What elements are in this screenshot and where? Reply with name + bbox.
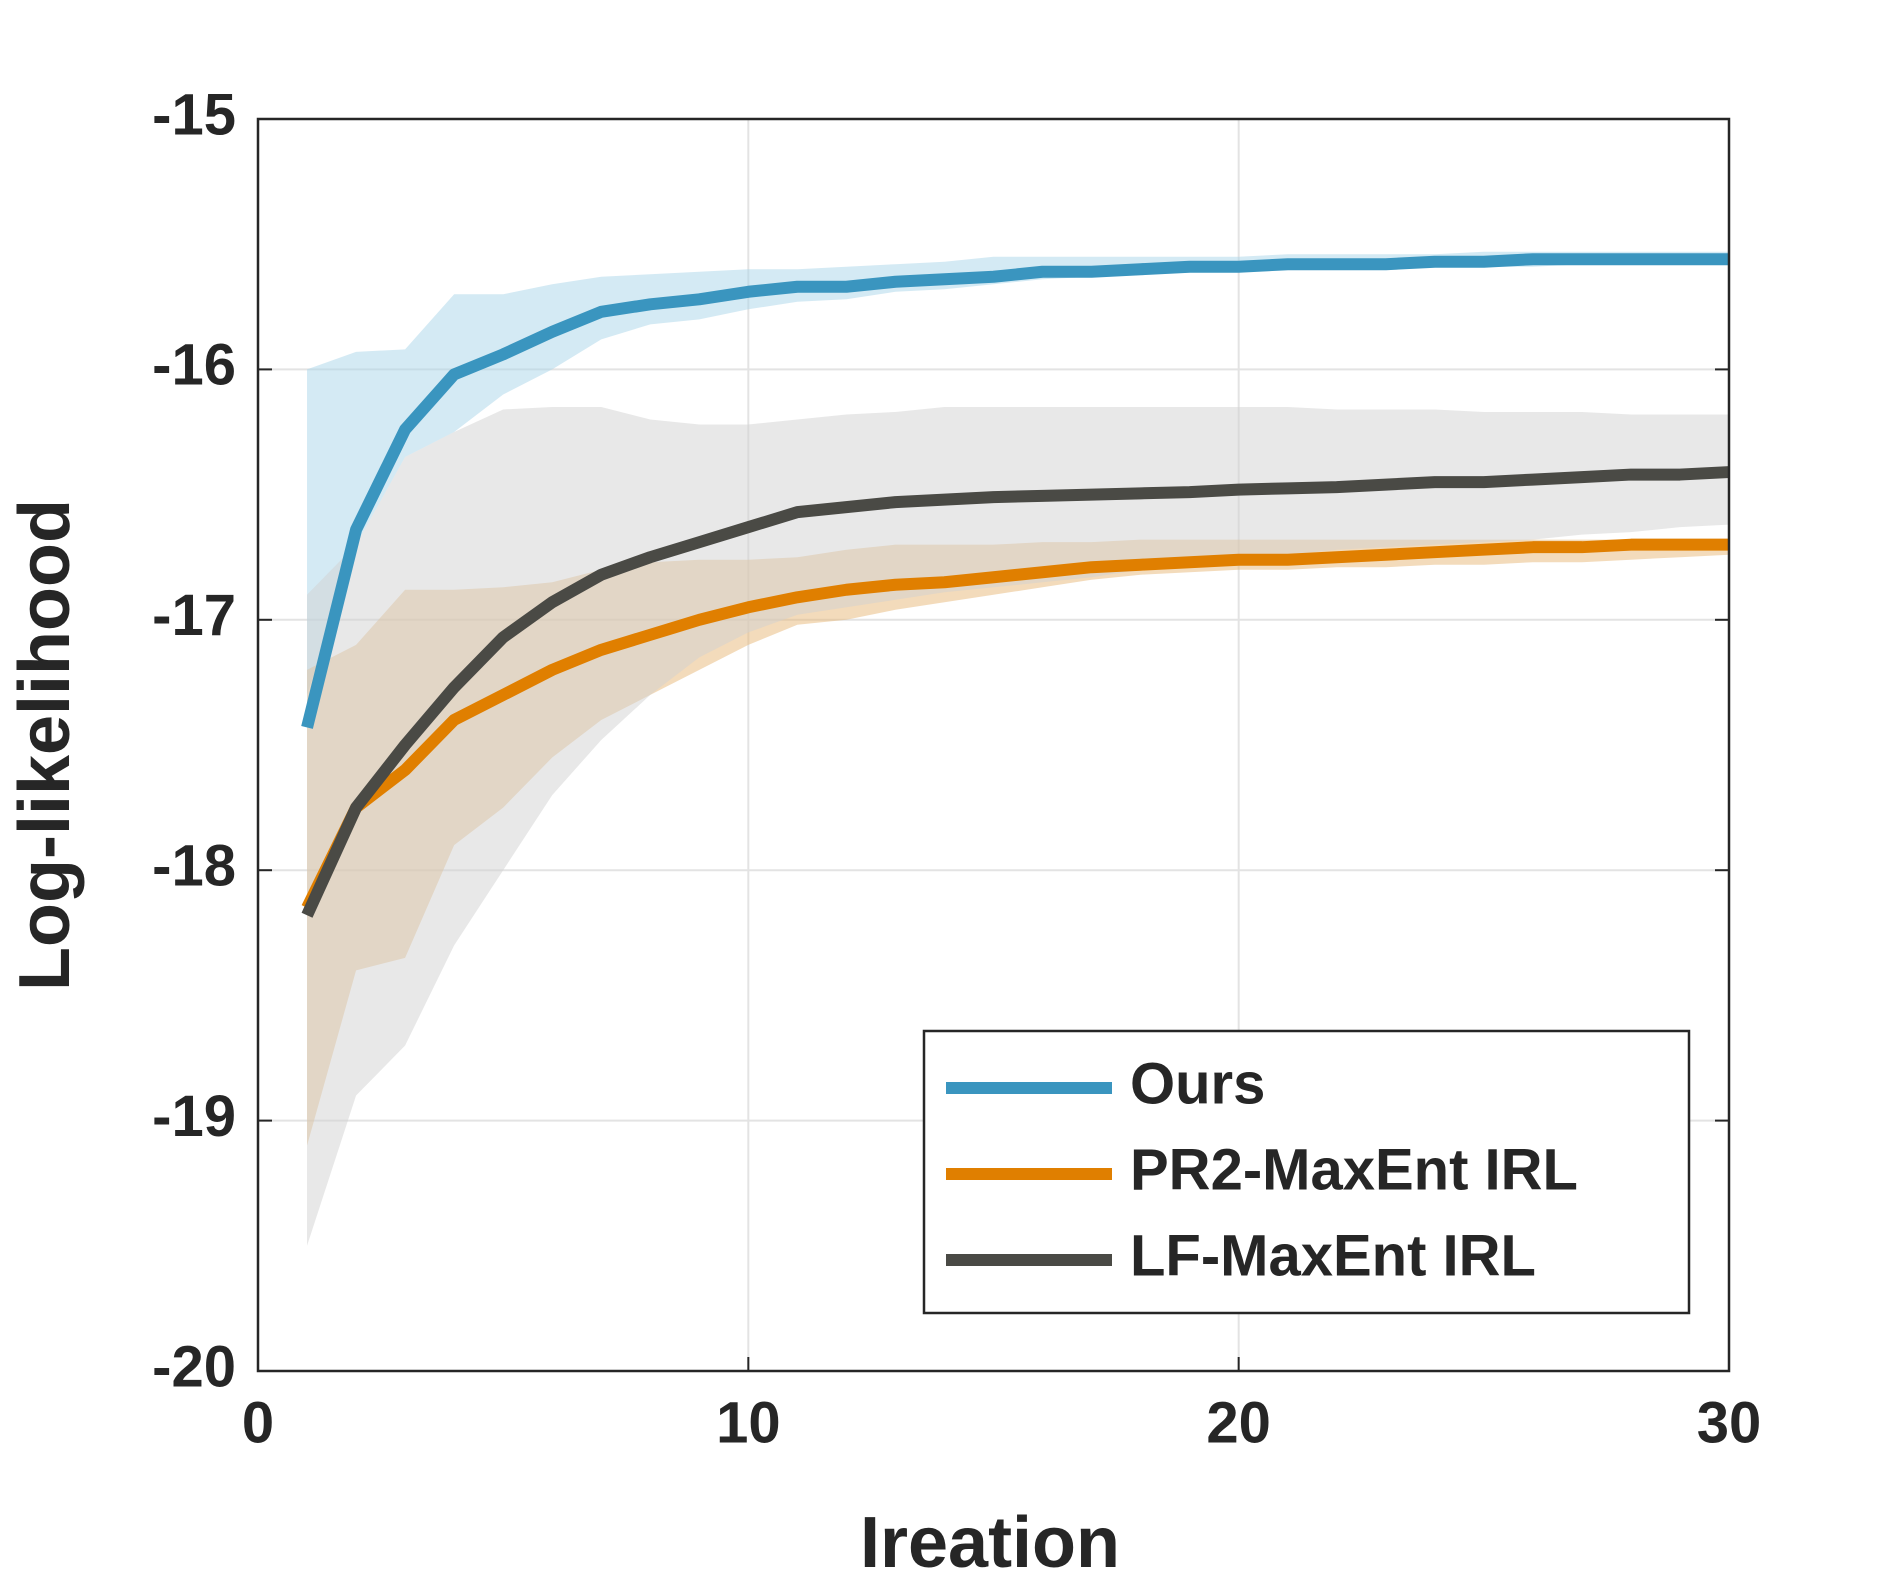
legend-label: LF-MaxEnt IRL [1130, 1223, 1536, 1288]
y-tick-label: -17 [152, 583, 236, 648]
series-line [301, 466, 1730, 918]
x-tick-label: 0 [242, 1390, 274, 1455]
y-tick-label: -16 [152, 333, 236, 398]
series-line [301, 538, 1729, 911]
y-axis-label: Log-likelihood [5, 499, 85, 991]
x-axis-label: Ireation [860, 1503, 1120, 1575]
series-line [301, 253, 1729, 729]
x-tick-label: 10 [716, 1390, 781, 1455]
band [307, 406, 1729, 1246]
y-tick-label: -15 [152, 82, 236, 147]
y-tick-label: -19 [152, 1084, 236, 1149]
legend-label: PR2-MaxEnt IRL [1130, 1137, 1578, 1202]
legend-label: Ours [1130, 1051, 1265, 1116]
x-tick-label: 20 [1206, 1390, 1271, 1455]
y-tick-label: -18 [152, 834, 236, 899]
plot-frame [256, 117, 1731, 1373]
legend: Ours PR2-MaxEnt IRL LF-MaxEnt IRL [922, 1029, 1691, 1315]
y-tick-label: -20 [152, 1334, 236, 1399]
x-tick-label: 30 [1697, 1390, 1762, 1455]
